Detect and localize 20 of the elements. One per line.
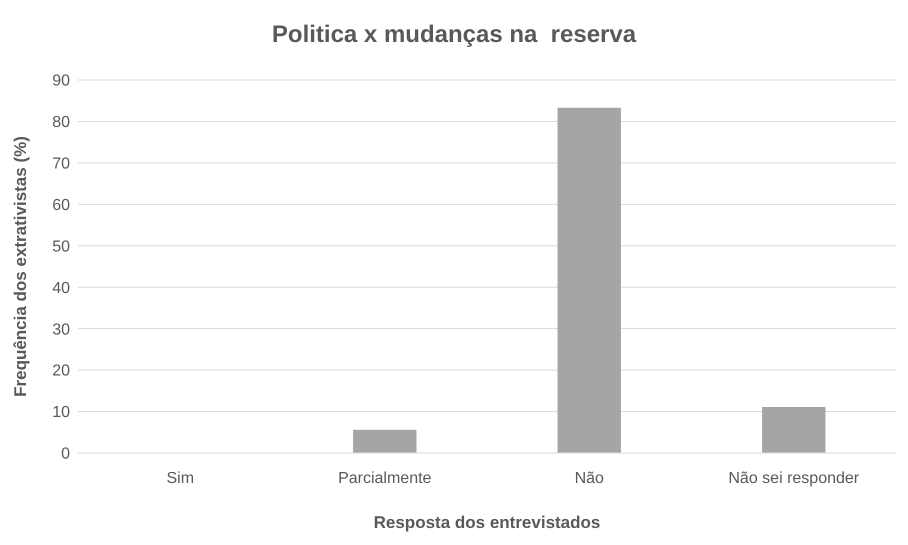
y-tick-label: 70	[52, 155, 70, 172]
x-tick-label: Não	[574, 470, 604, 487]
chart-title: Politica x mudanças na reserva	[272, 21, 637, 48]
y-tick-label: 80	[52, 114, 70, 132]
bar	[558, 108, 621, 453]
x-tick-label: Não sei responder	[728, 470, 860, 487]
y-tick-label: 0	[61, 446, 70, 463]
y-tick-label: 10	[52, 404, 70, 422]
x-tick-label: Parcialmente	[338, 470, 432, 487]
y-tick-label: 60	[52, 196, 70, 214]
y-tick-label: 40	[52, 280, 70, 297]
y-tick-label: 50	[52, 238, 70, 256]
x-tick-label: Sim	[166, 470, 194, 487]
bar	[762, 406, 826, 453]
y-tick-label: 20	[52, 362, 70, 380]
x-axis-title: Resposta dos entrevistados	[374, 513, 600, 532]
y-axis-title: Frequência dos extrativistas (%)	[11, 136, 30, 397]
y-tick-label: 30	[52, 321, 70, 338]
y-tick-label: 90	[52, 72, 70, 90]
bar	[353, 430, 416, 453]
